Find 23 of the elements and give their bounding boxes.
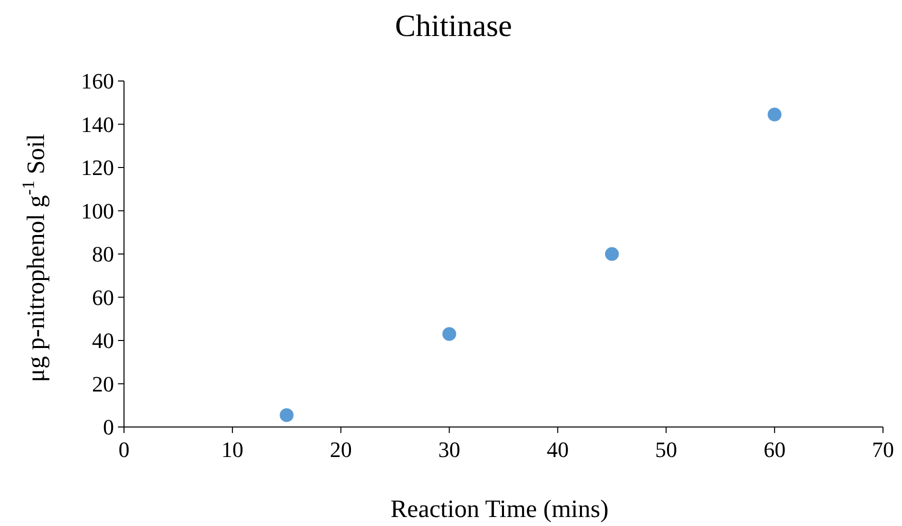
y-tick-label: 140 (81, 112, 114, 137)
x-tick-label: 0 (118, 437, 130, 462)
y-tick-label: 120 (81, 155, 114, 180)
chart-title: Chitinase (394, 8, 512, 43)
x-tick-label: 40 (546, 437, 569, 462)
y-tick-label: 0 (103, 414, 114, 440)
y-tick-label: 20 (92, 371, 114, 396)
y-tick-label: 100 (81, 198, 114, 224)
x-tick-label: 60 (764, 437, 786, 462)
y-tick-label: 160 (81, 68, 114, 94)
point (605, 247, 619, 261)
point (280, 408, 294, 422)
x-tick-label: 30 (438, 437, 460, 462)
x-tick-label: 10 (221, 437, 244, 462)
x-tick-label: 50 (655, 437, 678, 462)
x-tick-label: 70 (872, 437, 894, 462)
x-axis-title: Reaction Time (mins) (390, 496, 609, 523)
point (768, 108, 782, 122)
x-tick-label: 20 (330, 437, 352, 462)
y-tick-label: 80 (92, 242, 114, 267)
y-tick-label: 60 (92, 284, 114, 310)
y-tick-label: 40 (92, 328, 114, 354)
point (442, 327, 456, 341)
